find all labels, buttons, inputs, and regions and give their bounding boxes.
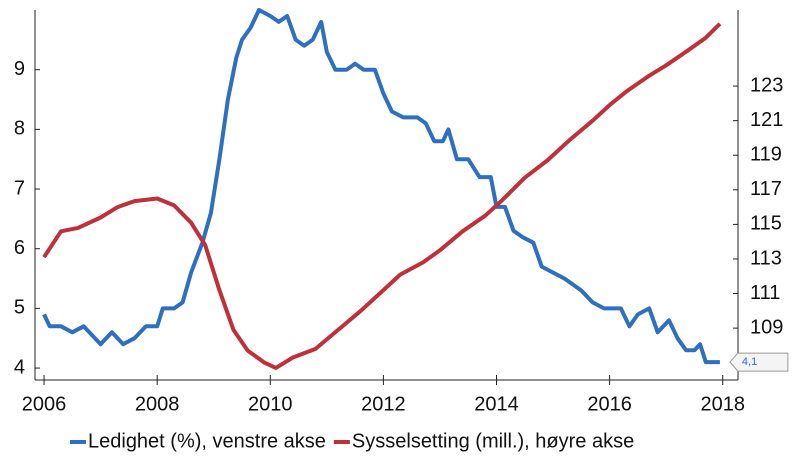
y2-tick-label: 111 (750, 282, 780, 304)
y2-tick-label: 115 (750, 213, 782, 235)
y2-tick-label: 123 (750, 74, 783, 96)
callout-box (729, 352, 789, 372)
line-series (42, 8, 720, 365)
y-tick-label: 7 (14, 177, 25, 199)
x-tick-label: 2016 (587, 393, 632, 415)
x-tick-label: 2014 (474, 393, 519, 415)
y-tick-label: 4 (14, 356, 25, 378)
x-tick-label: 2012 (361, 393, 406, 415)
y-tick-label: 5 (14, 297, 25, 319)
x-tick-label: 2018 (700, 393, 745, 415)
y2-tick-label: 117 (750, 178, 782, 200)
y-tick-label: 6 (14, 237, 25, 259)
x-tick-label: 2008 (135, 393, 180, 415)
y2-tick-label: 113 (750, 247, 782, 269)
y-tick-label: 9 (14, 58, 25, 80)
line-series (42, 22, 722, 370)
legend-label: Ledighet (%), venstre akse (88, 430, 326, 452)
y2-tick-label: 109 (750, 316, 783, 338)
x-tick-label: 2006 (22, 393, 67, 415)
x-tick-label: 2010 (248, 393, 293, 415)
y2-tick-label: 121 (750, 109, 783, 131)
y2-tick-label: 119 (750, 144, 782, 166)
callout-label: 4,1 (742, 356, 757, 368)
y-tick-label: 8 (14, 118, 25, 140)
legend-label: Sysselsetting (mill.), høyre akse (352, 430, 634, 452)
